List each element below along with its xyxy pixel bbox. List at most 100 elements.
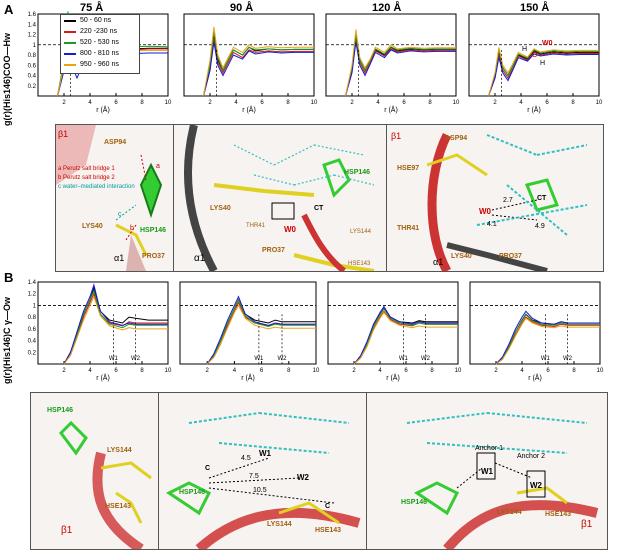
- b-left-beta1-label: β1: [61, 525, 73, 536]
- x-tick-label: 2: [494, 368, 498, 374]
- pro37-label: PRO37: [142, 253, 165, 260]
- x-tick-label: 6: [545, 100, 549, 106]
- b-left-hse143-label: HSE143: [105, 503, 132, 510]
- x-tick-label: 4: [378, 368, 382, 374]
- x-tick-label: 2: [62, 100, 66, 106]
- mol-a-left: β1 ASP94 a Perutz salt bridge 1 b Perutz…: [55, 124, 175, 272]
- series-line: [495, 316, 600, 365]
- x-tick-label: 2: [352, 368, 356, 374]
- water-w0-label: W0: [542, 40, 553, 47]
- plot-frame: [469, 281, 601, 365]
- right-asp94-label: ASP94: [445, 135, 468, 142]
- b-right-w1-label: W1: [481, 467, 493, 476]
- series-line: [206, 301, 316, 365]
- marker-label: W1: [399, 356, 409, 362]
- mol-b-mid: W1 W2 C C 4.5 7.5 10.5 HSP146 LYS144 HSE…: [158, 392, 368, 550]
- y-tick-label: 0.6: [28, 327, 37, 333]
- salt-bridge-legend: a Perutz salt bridge 1 b Perutz salt bri…: [58, 165, 135, 192]
- x-tick-label: 10: [313, 368, 320, 374]
- hsp146-label: HSP146: [140, 227, 167, 234]
- plot-frame: [327, 281, 459, 365]
- legend-text-c: water–mediated interaction: [62, 184, 135, 190]
- marker-label: W2: [278, 356, 288, 362]
- marker-b: b: [130, 225, 134, 232]
- legend-swatch: [64, 19, 76, 22]
- panel-b-label: B: [4, 270, 14, 285]
- x-tick-label: 4: [520, 368, 524, 374]
- b-left-hsp146-label: HSP146: [47, 407, 74, 414]
- b-mid-hse143-label: HSE143: [315, 527, 342, 534]
- legend-entry: 520 - 530 ns: [61, 37, 139, 48]
- series-line: [495, 313, 600, 365]
- x-tick-label: 8: [140, 100, 144, 106]
- y-tick-label: 1.4: [28, 22, 37, 28]
- mol-a-right-drawing: [426, 132, 588, 271]
- y-tick-label: 1.4: [28, 280, 37, 286]
- b-mid-cgamma-1: C: [205, 465, 211, 472]
- series-line: [203, 26, 314, 97]
- mid-alpha1-label: α1: [194, 253, 206, 264]
- right-ct-label: CT: [537, 195, 547, 202]
- series-line: [203, 39, 314, 97]
- panel-a-ylabel: g(r)(His146)COO—Hw: [2, 32, 12, 126]
- x-tick-label: 10: [597, 368, 604, 374]
- b-mid-cgamma-2: C: [325, 503, 331, 510]
- right-lys40-label: LYS40: [451, 253, 472, 260]
- column-title-120: 120 Å: [372, 2, 402, 14]
- mid-hse143-label: HSE143: [348, 261, 371, 267]
- marker-c: c: [118, 211, 122, 218]
- marker-label: W1: [541, 356, 551, 362]
- y-tick-label: 1: [33, 43, 37, 49]
- series-line: [203, 31, 314, 97]
- legend-text-a: Perutz salt bridge 1: [63, 166, 115, 172]
- x-tick-label: 4: [88, 368, 92, 374]
- water-o: O: [532, 52, 538, 59]
- y-tick-label: 0.8: [28, 53, 37, 59]
- panel-a-legend: 50 - 60 ns 220 -230 ns 520 - 530 ns 800 - 8…: [60, 14, 140, 74]
- b-mid-lys144-label: LYS144: [267, 521, 292, 528]
- b-mid-w1-label: W1: [259, 449, 271, 458]
- y-tick-label: 0.2: [28, 350, 37, 356]
- legend-label: 950 - 960 ns: [80, 61, 119, 68]
- mol-b-left-drawing: [59, 420, 152, 549]
- y-tick-label: 1.2: [28, 33, 37, 39]
- x-axis-label: r (Å): [241, 373, 255, 382]
- alpha1-label: α1: [114, 253, 125, 263]
- x-tick-label: 8: [286, 100, 290, 106]
- column-title-90: 90 Å: [230, 2, 254, 14]
- x-tick-label: 6: [114, 100, 118, 106]
- distance-4-9: 4.9: [535, 223, 545, 230]
- mid-w0-label: W0: [284, 225, 296, 234]
- b-right-lys144-label: LYS144: [497, 509, 522, 516]
- right-pro37-label: PRO37: [499, 253, 522, 260]
- x-tick-label: 6: [404, 368, 408, 374]
- series-line: [353, 310, 458, 365]
- legend-entry: 220 -230 ns: [61, 26, 139, 37]
- x-tick-label: 6: [402, 100, 406, 106]
- x-tick-label: 4: [376, 100, 380, 106]
- y-tick-label: 0.8: [28, 315, 37, 321]
- series-line: [495, 317, 600, 365]
- b-left-lys144-label: LYS144: [107, 447, 132, 454]
- b-mid-hsp146-label: HSP146: [179, 489, 206, 496]
- marker-label: W2: [563, 356, 573, 362]
- x-tick-label: 6: [260, 368, 264, 374]
- water-inset-a: W0 H O H: [520, 36, 560, 76]
- mid-lys40-label: LYS40: [210, 205, 231, 212]
- x-axis-label: r (Å): [384, 105, 398, 114]
- x-tick-label: 2: [62, 368, 66, 374]
- x-tick-label: 6: [546, 368, 550, 374]
- asp94-label: ASP94: [104, 139, 127, 146]
- b-right-hsp146-label: HSP146: [401, 499, 428, 506]
- series-line: [345, 29, 456, 97]
- column-title-150: 150 Å: [520, 2, 550, 14]
- series-line: [206, 298, 316, 365]
- mid-pro37-label: PRO37: [262, 247, 285, 254]
- legend-entry: 50 - 60 ns: [61, 15, 139, 26]
- x-axis-label: r (Å): [242, 105, 256, 114]
- x-tick-label: 4: [233, 368, 237, 374]
- series-line: [63, 283, 168, 365]
- x-tick-label: 10: [596, 100, 603, 106]
- legend-key-a: a: [58, 166, 62, 172]
- series-line: [495, 310, 600, 365]
